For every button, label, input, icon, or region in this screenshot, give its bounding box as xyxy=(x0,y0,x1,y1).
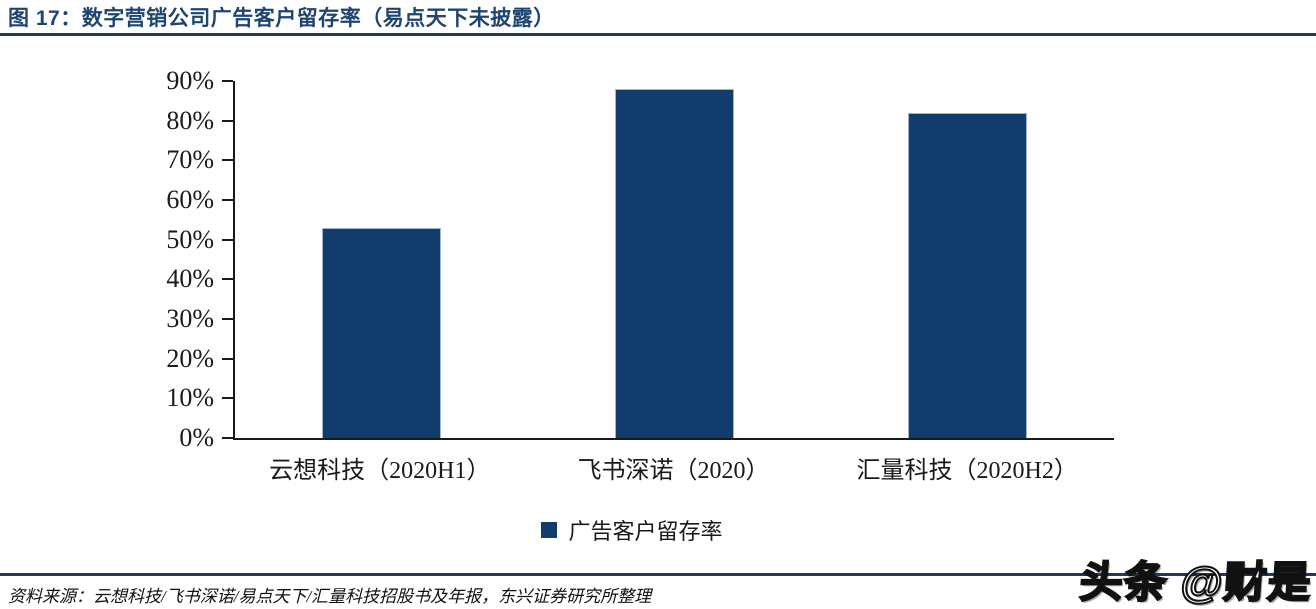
bar-云想科技（2020H1） xyxy=(322,227,441,438)
x-axis-labels: 云想科技（2020H1） 飞书深诺（2020） 汇量科技（2020H2） xyxy=(233,450,1114,485)
x-axis-category-label: 汇量科技（2020H2） xyxy=(856,458,1078,484)
bar-series xyxy=(235,81,1114,438)
source-note: 资料来源：云想科技/飞书深诺/易点天下/汇量科技招股书及年报，东兴证券研究所整理 xyxy=(8,587,652,606)
y-axis-tick-label: 50% xyxy=(166,224,214,254)
y-axis-tick-label: 20% xyxy=(166,343,214,373)
bar-chart-plot-area: 0% 10% 20% 30% 40% 50% 60% 70% 80% 90% xyxy=(166,68,1114,451)
y-axis-tick-mark xyxy=(222,397,233,400)
y-axis-tick-mark xyxy=(222,80,233,82)
y-axis-tick-label: 30% xyxy=(166,304,214,333)
figure-title: 图 17：数字营销公司广告客户留存率（易点天下未披露） xyxy=(8,7,555,30)
y-axis-tick-mark xyxy=(222,119,233,122)
y-axis-tick-label: 70% xyxy=(166,145,214,175)
y-axis-tick-mark xyxy=(222,159,233,162)
y-axis-tick-label: 40% xyxy=(166,264,214,294)
legend-label: 广告客户留存率 xyxy=(568,519,723,544)
watermark-text: 头条 @财是 xyxy=(1077,558,1314,608)
y-axis-tick-mark xyxy=(222,437,233,439)
y-axis-tick-label: 60% xyxy=(166,185,214,214)
x-axis-category-label: 云想科技（2020H1） xyxy=(269,458,491,484)
y-axis-tick-mark xyxy=(222,238,233,241)
bar-column xyxy=(235,81,528,438)
y-axis-tick-mark xyxy=(222,278,233,281)
bar-飞书深诺（2020） xyxy=(615,88,734,438)
bar-汇量科技（2020H2） xyxy=(908,112,1027,438)
legend-swatch-icon xyxy=(541,522,558,538)
y-axis-tick-label: 90% xyxy=(166,66,214,95)
x-axis-category-label: 飞书深诺（2020） xyxy=(577,458,770,484)
y-axis-tick-mark xyxy=(222,318,233,320)
y-axis-tick-label: 0% xyxy=(179,423,214,452)
title-underline xyxy=(0,33,1316,36)
bar-column xyxy=(528,81,821,438)
bar-column xyxy=(821,81,1114,438)
y-axis-tick-label: 80% xyxy=(166,105,214,135)
y-axis-tick-mark xyxy=(222,199,233,201)
y-axis-tick-label: 10% xyxy=(166,383,214,413)
footer-divider xyxy=(0,573,1316,576)
y-axis-tick-mark xyxy=(222,357,233,360)
chart-legend: 广告客户留存率 xyxy=(150,514,1114,546)
